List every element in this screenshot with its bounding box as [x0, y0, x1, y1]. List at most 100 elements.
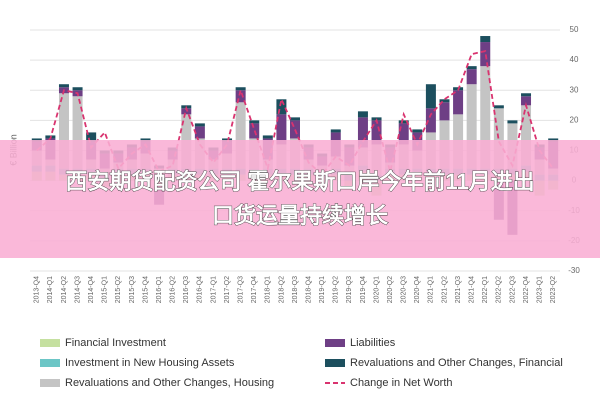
- x-tick-label: 2021-Q1: [428, 276, 435, 303]
- legend-label: Change in Net Worth: [350, 377, 453, 389]
- x-tick-label: 2014-Q2: [61, 276, 68, 303]
- bar-segment: [249, 120, 260, 124]
- bar-segment: [507, 120, 518, 124]
- bar-segment: [140, 138, 151, 142]
- bar-segment: [466, 69, 477, 85]
- x-tick-label: 2022-Q2: [496, 276, 503, 303]
- x-tick-label: 2015-Q2: [115, 276, 122, 303]
- x-tick-label: 2015-Q4: [142, 276, 149, 303]
- x-tick-label: 2019-Q4: [360, 276, 367, 303]
- bar-segment: [194, 123, 205, 127]
- bar-segment: [58, 93, 69, 169]
- x-tick-label: 2014-Q3: [74, 276, 81, 303]
- legend-swatch: [40, 339, 60, 347]
- bar-segment: [235, 102, 246, 169]
- bar-segment: [194, 126, 205, 139]
- x-tick-label: 2018-Q4: [305, 276, 312, 303]
- bar-segment: [276, 99, 287, 115]
- x-tick-label: 2018-Q1: [265, 276, 272, 303]
- bar-segment: [493, 105, 504, 109]
- bar-segment: [493, 108, 504, 169]
- bar-segment: [439, 102, 450, 121]
- x-tick-label: 2017-Q1: [210, 276, 217, 303]
- x-tick-label: 2023-Q2: [550, 276, 557, 303]
- legend-swatch: [325, 359, 345, 367]
- x-tick-label: 2017-Q4: [251, 276, 258, 303]
- bar-segment: [235, 87, 246, 91]
- overlay-text: 口货运量持续增长: [212, 203, 389, 228]
- x-tick-label: 2015-Q3: [129, 276, 136, 303]
- legend-swatch: [40, 359, 60, 367]
- legend-label: Financial Investment: [65, 337, 166, 349]
- x-tick-label: 2022-Q3: [509, 276, 516, 303]
- legend-label: Revaluations and Other Changes, Housing: [65, 377, 274, 389]
- x-tick-label: 2020-Q1: [373, 276, 380, 303]
- x-tick-label: 2021-Q4: [469, 276, 476, 303]
- overlay-banner: [0, 140, 600, 258]
- bar-segment: [31, 138, 42, 142]
- bar-segment: [58, 84, 69, 88]
- x-tick-label: 2014-Q1: [47, 276, 54, 303]
- x-tick-label: 2021-Q2: [441, 276, 448, 303]
- bar-segment: [412, 129, 423, 133]
- x-tick-label: 2016-Q3: [183, 276, 190, 303]
- bar-segment: [262, 135, 273, 139]
- legend-label: Revaluations and Other Changes, Financia…: [350, 357, 563, 369]
- legend-label: Liabilities: [350, 337, 396, 349]
- bar-segment: [480, 66, 491, 169]
- bar-segment: [480, 42, 491, 67]
- bar-segment: [235, 90, 246, 103]
- x-tick-label: 2019-Q2: [333, 276, 340, 303]
- bar-segment: [276, 114, 287, 145]
- bar-segment: [521, 93, 532, 97]
- x-tick-label: 2016-Q2: [170, 276, 177, 303]
- bar-segment: [330, 129, 341, 133]
- y-tick-label: 50: [570, 25, 579, 34]
- bar-segment: [548, 138, 559, 142]
- legend-label: Investment in New Housing Assets: [65, 357, 235, 369]
- bar-segment: [371, 120, 382, 145]
- bar-segment: [480, 36, 491, 43]
- bar-segment: [425, 108, 436, 133]
- y-tick-label: 30: [570, 85, 579, 94]
- bar-segment: [466, 84, 477, 169]
- bar-segment: [425, 84, 436, 109]
- bar-segment: [357, 117, 368, 148]
- x-tick-label: 2018-Q2: [278, 276, 285, 303]
- overlay-text: 西安期货配资公司 霍尔果斯口岸今年前11月进出: [65, 169, 534, 194]
- bar-segment: [439, 99, 450, 103]
- bar-segment: [86, 132, 97, 142]
- x-tick-label: 2022-Q4: [523, 276, 530, 303]
- bar-segment: [357, 111, 368, 118]
- bar-segment: [290, 117, 300, 121]
- y-tick-label: 40: [570, 55, 579, 64]
- x-tick-label: 2013-Q4: [34, 276, 41, 303]
- x-tick-label: 2020-Q4: [414, 276, 421, 303]
- bar-segment: [398, 123, 409, 145]
- bar-segment: [453, 90, 464, 115]
- bar-segment: [222, 138, 233, 142]
- x-tick-label: 2019-Q1: [319, 276, 326, 303]
- y-tick-label: -30: [568, 266, 580, 275]
- x-tick-label: 2014-Q4: [88, 276, 95, 303]
- x-tick-label: 2023-Q1: [536, 276, 543, 303]
- x-tick-label: 2019-Q3: [346, 276, 353, 303]
- legend: Financial Investment Liabilities Investmen…: [40, 337, 563, 389]
- bar-segment: [72, 96, 83, 169]
- x-tick-label: 2015-Q1: [102, 276, 109, 303]
- x-tick-label: 2020-Q3: [401, 276, 408, 303]
- y-tick-label: 20: [570, 115, 579, 124]
- bar-segment: [290, 120, 300, 139]
- x-tick-label: 2016-Q1: [156, 276, 163, 303]
- bar-segment: [466, 66, 477, 70]
- x-tick-label: 2021-Q3: [455, 276, 462, 303]
- x-tick-label: 2017-Q3: [237, 276, 244, 303]
- x-tick-label: 2017-Q2: [224, 276, 231, 303]
- bar-segment: [398, 120, 409, 124]
- x-tick-label: 2018-Q3: [292, 276, 299, 303]
- bar-segment: [72, 87, 83, 91]
- legend-swatch: [40, 379, 60, 387]
- x-tick-label: 2020-Q2: [387, 276, 394, 303]
- legend-swatch: [325, 339, 345, 347]
